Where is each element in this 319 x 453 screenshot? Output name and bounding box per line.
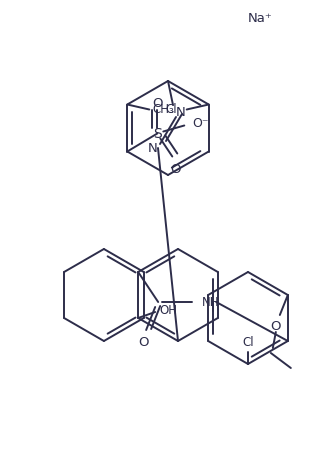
Text: O: O (138, 337, 148, 350)
Text: N: N (176, 106, 186, 120)
Text: OH: OH (159, 304, 177, 317)
Text: N: N (148, 141, 158, 154)
Text: Cl: Cl (242, 336, 254, 348)
Text: O⁻: O⁻ (192, 117, 209, 130)
Text: S: S (153, 126, 162, 140)
Text: NH: NH (202, 295, 220, 308)
Text: O: O (271, 321, 281, 333)
Text: O: O (152, 97, 163, 110)
Text: Na⁺: Na⁺ (248, 11, 273, 24)
Text: O: O (170, 163, 181, 176)
Text: CH₃: CH₃ (152, 103, 174, 116)
Text: Cl: Cl (165, 103, 177, 116)
